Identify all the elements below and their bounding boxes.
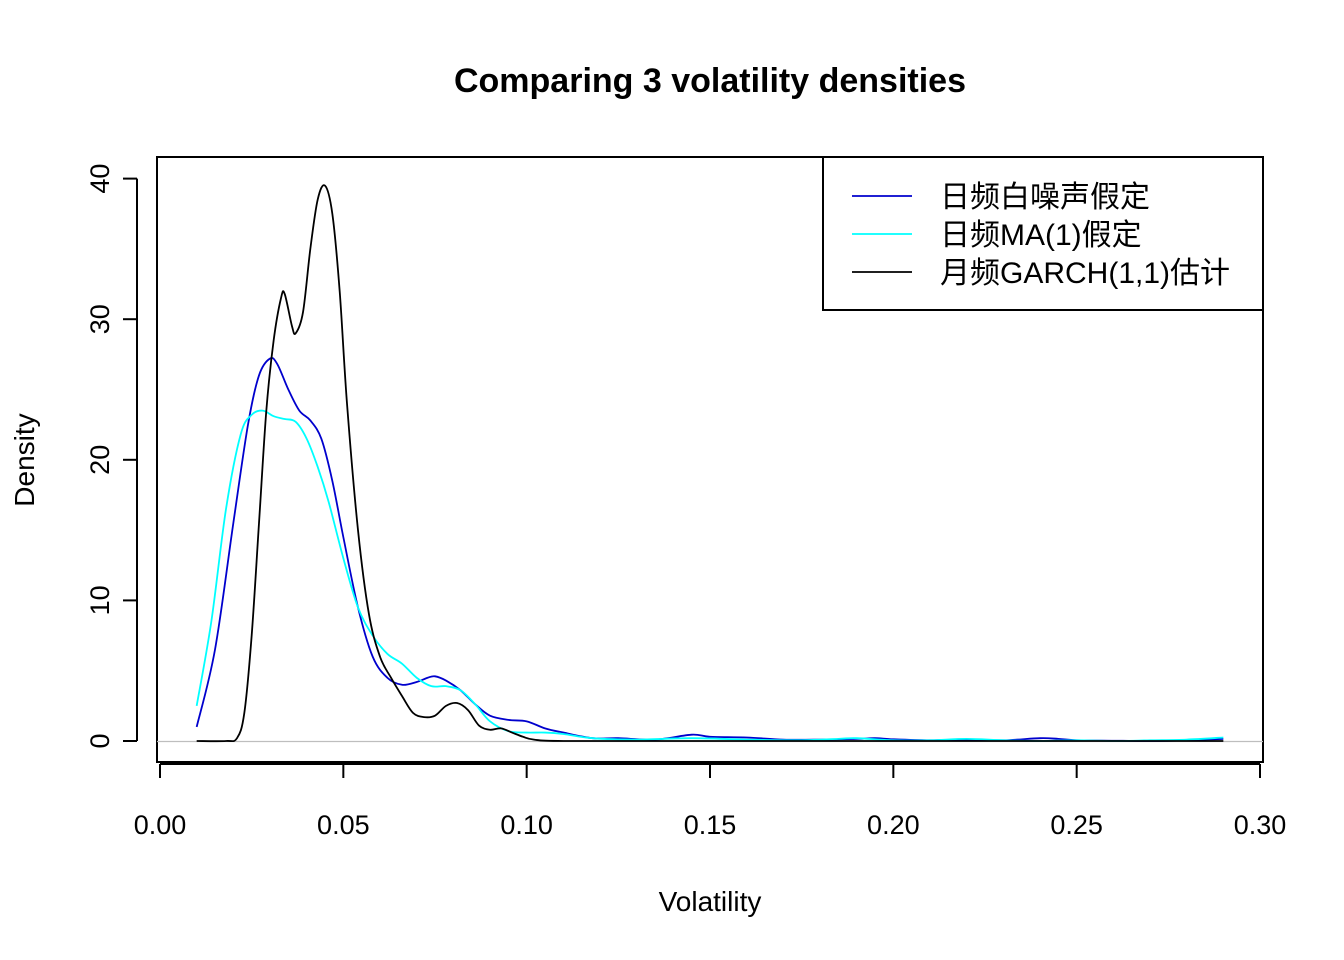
y-tick-label: 0: [85, 733, 115, 748]
x-axis: 0.00 0.05 0.10 0.15 0.20 0.25 0.30: [134, 763, 1287, 840]
legend-label-2: 日频MA(1)假定: [940, 219, 1142, 252]
x-tick-label: 0.10: [500, 810, 553, 840]
x-tick-label: 0.05: [317, 810, 370, 840]
plot-box: [156, 156, 1264, 763]
series-layer: [195, 184, 1224, 743]
x-tick-label: 0.15: [684, 810, 737, 840]
y-axis-label: Density: [9, 413, 40, 506]
y-tick-label: 10: [85, 585, 115, 615]
legend-label-3: 月频GARCH(1,1)估计: [940, 257, 1230, 290]
series-line-1: [195, 357, 1224, 742]
y-tick-label: 20: [85, 445, 115, 475]
x-tick-label: 0.00: [134, 810, 187, 840]
series-line-2: [195, 409, 1224, 742]
chart-title: Comparing 3 volatility densities: [454, 62, 966, 100]
x-axis-label: Volatility: [659, 886, 762, 917]
y-axis: 0 10 20 30 40: [85, 164, 138, 749]
x-tick-label: 0.20: [867, 810, 920, 840]
x-tick-label: 0.30: [1234, 810, 1287, 840]
legend-label-1: 日频白噪声假定: [940, 181, 1150, 214]
x-tick-label: 0.25: [1050, 810, 1103, 840]
y-tick-label: 30: [85, 304, 115, 334]
series-line-3: [196, 184, 1224, 743]
y-tick-label: 40: [85, 164, 115, 194]
